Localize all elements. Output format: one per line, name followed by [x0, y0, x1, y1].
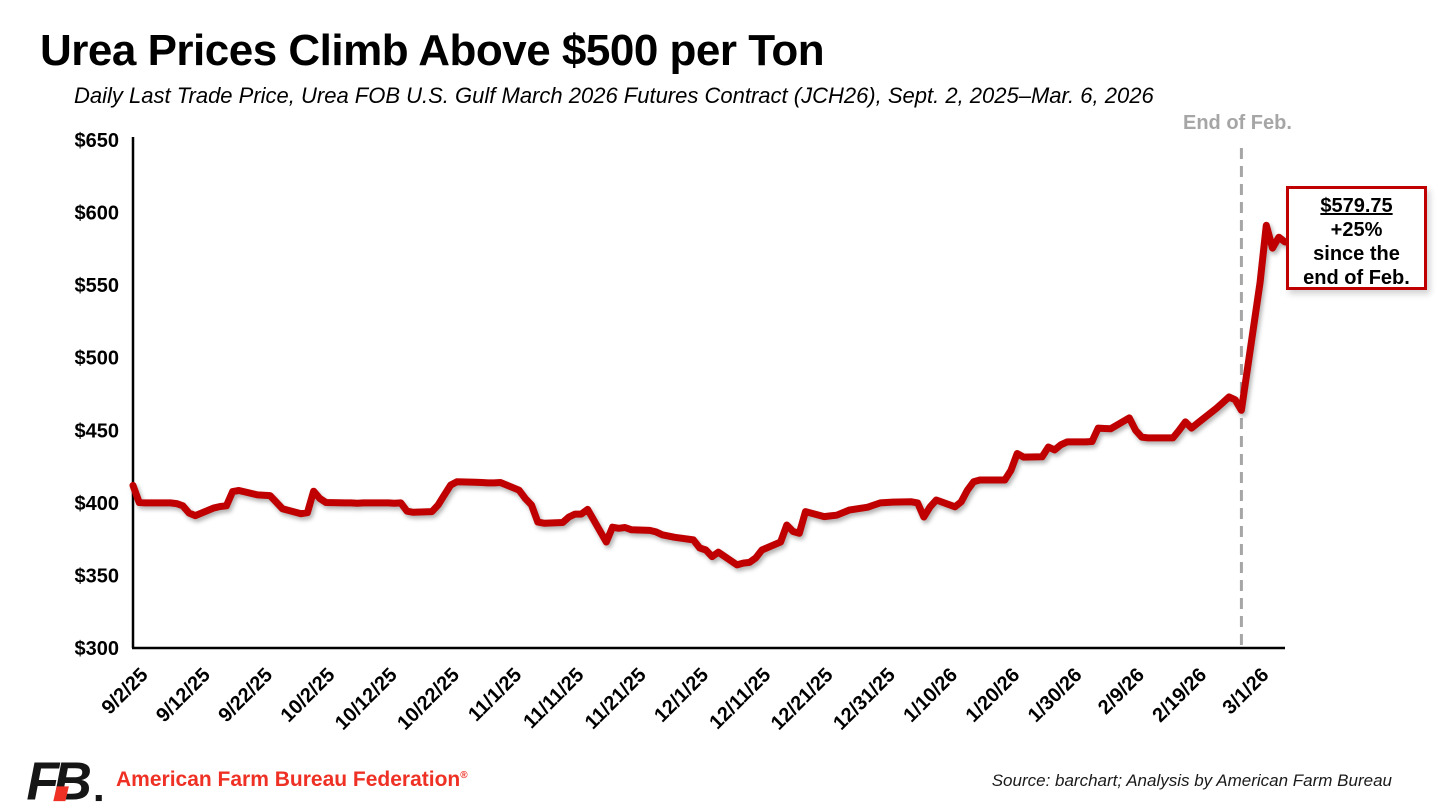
y-tick-label: $600 [75, 203, 120, 225]
price-line-series [129, 221, 1289, 569]
x-tick-label: 9/22/25 [214, 664, 277, 727]
x-tick-label: 12/1/25 [650, 664, 713, 727]
x-tick-label: 3/1/26 [1219, 664, 1274, 719]
x-tick-label: 1/10/26 [899, 664, 962, 727]
page-title: Urea Prices Climb Above $500 per Ton [40, 26, 825, 75]
event-line-label: End of Feb. [1183, 112, 1292, 134]
y-tick-label: $500 [75, 348, 120, 370]
annotation-value: $579.75 [1320, 195, 1393, 217]
price-annotation-box: $579.75 +25% since the end of Feb. [1286, 186, 1427, 290]
fb-logo-mark: FB [26, 756, 102, 808]
x-tick-label: 9/2/25 [98, 664, 153, 719]
y-tick-label: $400 [75, 493, 120, 515]
afbf-logo: FB [26, 756, 102, 808]
x-tick-label: 10/2/25 [277, 664, 340, 727]
organization-name: American Farm Bureau Federation® [116, 768, 468, 792]
x-tick-label: 12/31/25 [829, 664, 900, 735]
x-tick-label: 1/30/26 [1024, 664, 1087, 727]
page-subtitle: Daily Last Trade Price, Urea FOB U.S. Gu… [74, 83, 1154, 108]
x-tick-label: 10/22/25 [393, 664, 464, 735]
x-tick-label: 12/21/25 [767, 664, 838, 735]
y-tick-label: $450 [75, 420, 120, 442]
logo-red-accent [53, 786, 69, 802]
x-tick-label: 1/20/26 [962, 664, 1025, 727]
x-tick-label: 10/12/25 [331, 664, 402, 735]
registered-mark: ® [460, 770, 468, 781]
annotation-line: since the [1313, 243, 1400, 265]
x-tick-label: 11/21/25 [581, 664, 651, 734]
y-tick-label: $650 [75, 130, 120, 152]
x-tick-label: 11/11/25 [519, 664, 588, 733]
x-tick-label: 11/1/25 [464, 664, 526, 726]
organization-label: American Farm Bureau Federation [116, 768, 461, 791]
y-tick-label: $300 [75, 638, 120, 660]
x-tick-label: 12/11/25 [705, 664, 775, 734]
x-tick-label: 2/19/26 [1148, 664, 1211, 727]
x-tick-label: 2/9/26 [1094, 664, 1149, 719]
annotation-line: end of Feb. [1303, 267, 1410, 289]
logo-period [95, 795, 102, 802]
annotation-line: +25% [1330, 219, 1383, 241]
y-tick-label: $550 [75, 275, 120, 297]
y-tick-label: $350 [75, 565, 120, 587]
source-credit: Source: barchart; Analysis by American F… [991, 771, 1392, 790]
x-tick-label: 9/12/25 [152, 664, 215, 727]
